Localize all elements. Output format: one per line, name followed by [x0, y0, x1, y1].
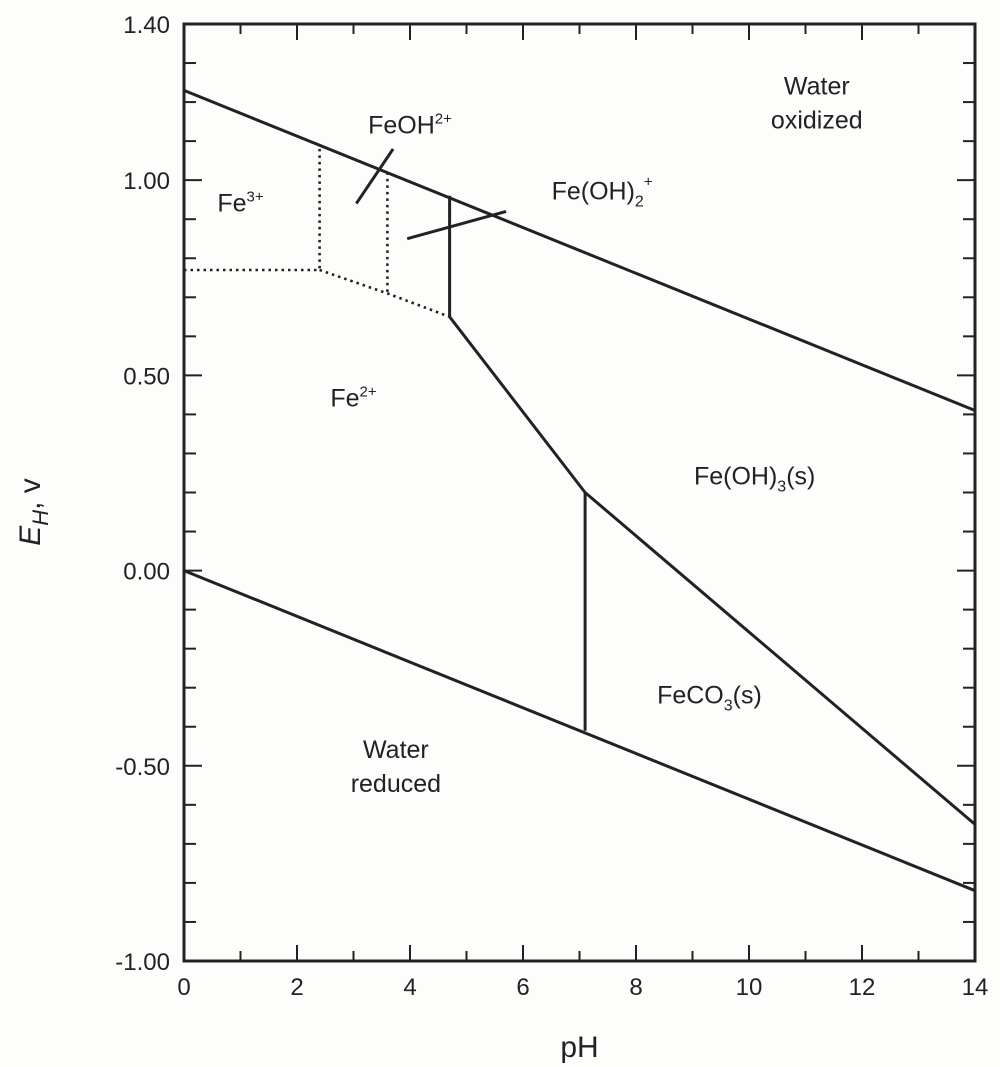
- tick-labels: 0 2 4 6 8 10 12 14 1.40 1.00 0.50 0.00 -0.50 -1.00: [115, 12, 988, 1001]
- fe3-label: Fe3+: [217, 188, 264, 217]
- region-labels: Water oxidized Fe3+ FeOH2+ Fe(OH)2+ Fe2+ Fe(OH…: [217, 72, 862, 798]
- boundary-lines: [183, 89, 976, 893]
- feco3-label: FeCO3(s): [657, 681, 762, 714]
- y-tick-label: 0.00: [123, 559, 170, 586]
- y-tick-label: -0.50: [115, 754, 170, 781]
- x-tick-label: 0: [177, 974, 190, 1001]
- solid-boundary-9: [355, 148, 395, 205]
- x-tick-label: 6: [516, 974, 529, 1001]
- water-oxidized-label: Water oxidized: [771, 72, 863, 134]
- x-tick-label: 14: [962, 974, 989, 1001]
- y-tick-label: 1.00: [123, 168, 170, 195]
- x-tick-label: 2: [290, 974, 303, 1001]
- y-tick-label: -1.00: [115, 949, 170, 976]
- y-tick-label: 1.40: [123, 12, 170, 39]
- feoh2-label: FeOH2+: [368, 110, 452, 139]
- solid-boundary-10: [406, 209, 507, 241]
- solid-boundary-1: [183, 569, 976, 893]
- y-axis-title: EH, v: [14, 478, 53, 546]
- fe2-label: Fe2+: [330, 384, 377, 413]
- solid-boundary-3: [448, 315, 976, 826]
- feoh3-label: Fe(OH)3(s): [694, 463, 815, 496]
- x-tick-label: 12: [849, 974, 876, 1001]
- solid-boundary-0: [183, 89, 976, 412]
- x-tick-label: 8: [629, 974, 642, 1001]
- y-tick-label: 0.50: [123, 363, 170, 390]
- dotted-boundary-6: [319, 268, 451, 319]
- tick-marks: [183, 23, 976, 962]
- feoh2plus-label: Fe(OH)2+: [552, 174, 653, 211]
- plot-frame: [182, 22, 977, 963]
- x-axis-title: pH: [560, 1031, 598, 1064]
- x-tick-label: 10: [736, 974, 763, 1001]
- x-tick-label: 4: [403, 974, 416, 1001]
- water-reduced-label: Water reduced: [351, 736, 441, 798]
